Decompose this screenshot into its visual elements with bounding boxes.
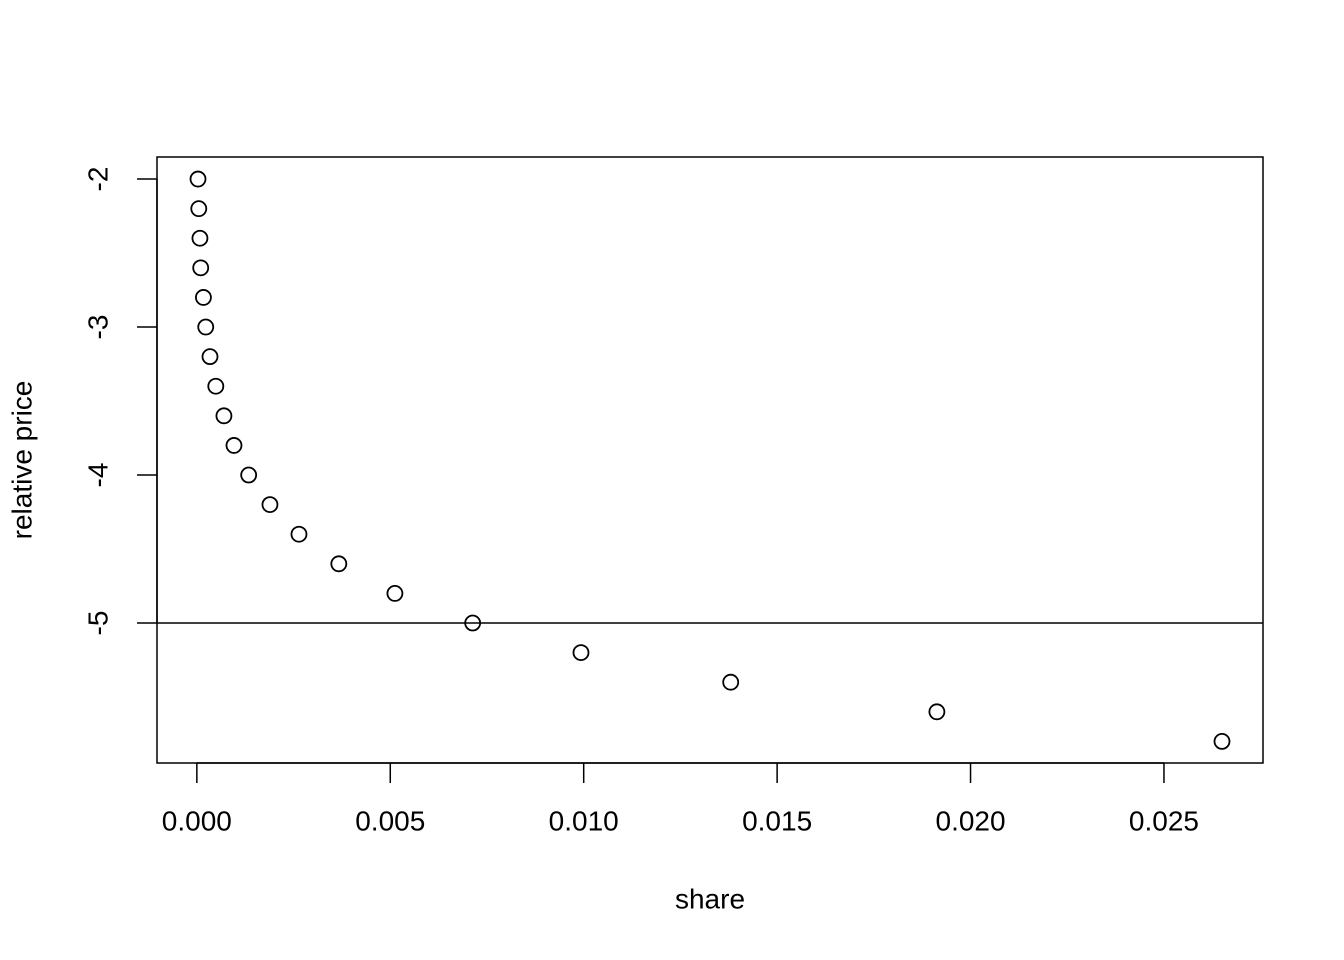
point	[197, 318, 215, 336]
point	[330, 555, 348, 573]
point	[290, 525, 308, 543]
plot-box	[156, 156, 1264, 764]
y-tick-label: -5	[82, 611, 113, 636]
point	[191, 229, 209, 247]
point	[215, 407, 233, 425]
y-tick-label: -4	[82, 463, 113, 488]
point	[572, 644, 590, 662]
x-axis-label: share	[675, 883, 745, 914]
point	[189, 170, 207, 188]
x-tick-label: 0.005	[355, 805, 425, 836]
x-tick-label: 0.025	[1129, 805, 1199, 836]
point	[225, 437, 243, 454]
point	[192, 259, 210, 277]
y-axis-label: relative price	[6, 381, 37, 540]
point	[464, 614, 482, 632]
x-tick-label: 0.015	[742, 805, 812, 836]
point	[240, 466, 258, 484]
x-tick-label: 0.000	[162, 805, 232, 836]
x-tick-label: 0.020	[936, 805, 1006, 836]
point	[261, 496, 279, 514]
point	[207, 377, 225, 395]
point	[928, 703, 946, 721]
point	[1213, 732, 1231, 750]
x-tick-label: 0.010	[549, 805, 619, 836]
y-tick-label: -3	[82, 315, 113, 340]
point	[722, 673, 740, 691]
point	[195, 289, 212, 306]
y-tick-label: -2	[82, 167, 113, 192]
point	[190, 200, 208, 218]
point	[386, 585, 404, 602]
point	[201, 348, 219, 366]
